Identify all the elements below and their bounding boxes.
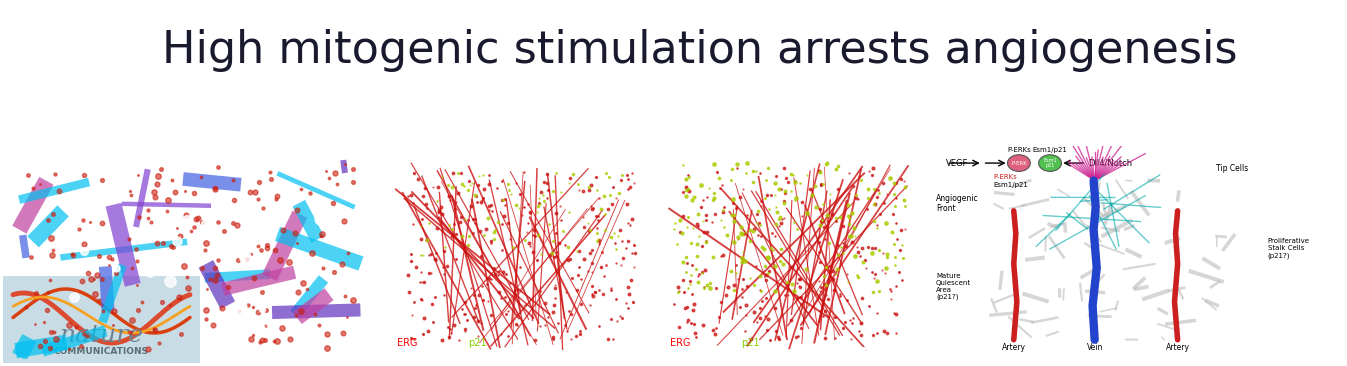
Text: Artery: Artery: [1002, 343, 1026, 352]
Text: P-ERKs: P-ERKs: [993, 174, 1017, 180]
Bar: [3, 276, 199, 363]
Circle shape: [1039, 155, 1061, 171]
Text: Vein: Vein: [1087, 343, 1103, 352]
Text: Mature
Quiescent
Area
(p21?): Mature Quiescent Area (p21?): [936, 273, 971, 300]
Text: Esm1
p21: Esm1 p21: [1043, 158, 1057, 168]
Text: ERG: ERG: [671, 339, 691, 348]
Text: Proliferative
Stalk Cells
(p21?): Proliferative Stalk Cells (p21?): [1268, 239, 1309, 259]
Text: Esm1/p21: Esm1/p21: [1033, 147, 1067, 153]
Text: P-ERKs: P-ERKs: [1008, 147, 1030, 153]
Text: P-ERK: P-ERK: [1012, 161, 1026, 165]
Text: nature: nature: [59, 324, 143, 347]
Text: ERG: ERG: [397, 339, 418, 348]
Text: p21: p21: [741, 339, 760, 348]
Text: Dll4/Notch: Dll4/Notch: [1088, 158, 1133, 168]
Text: Artery: Artery: [1165, 343, 1189, 352]
Text: High mitogenic stimulation arrests angiogenesis: High mitogenic stimulation arrests angio…: [162, 30, 1238, 72]
Text: VEGF: VEGF: [947, 158, 968, 168]
Text: Angiogenic
Front: Angiogenic Front: [936, 194, 978, 213]
Text: p21: p21: [467, 339, 486, 348]
Text: Tip Cells: Tip Cells: [1216, 164, 1249, 173]
Text: Esm1/p21: Esm1/p21: [993, 182, 1028, 188]
Text: COMMUNICATIONS: COMMUNICATIONS: [54, 347, 150, 355]
Circle shape: [1008, 155, 1030, 171]
